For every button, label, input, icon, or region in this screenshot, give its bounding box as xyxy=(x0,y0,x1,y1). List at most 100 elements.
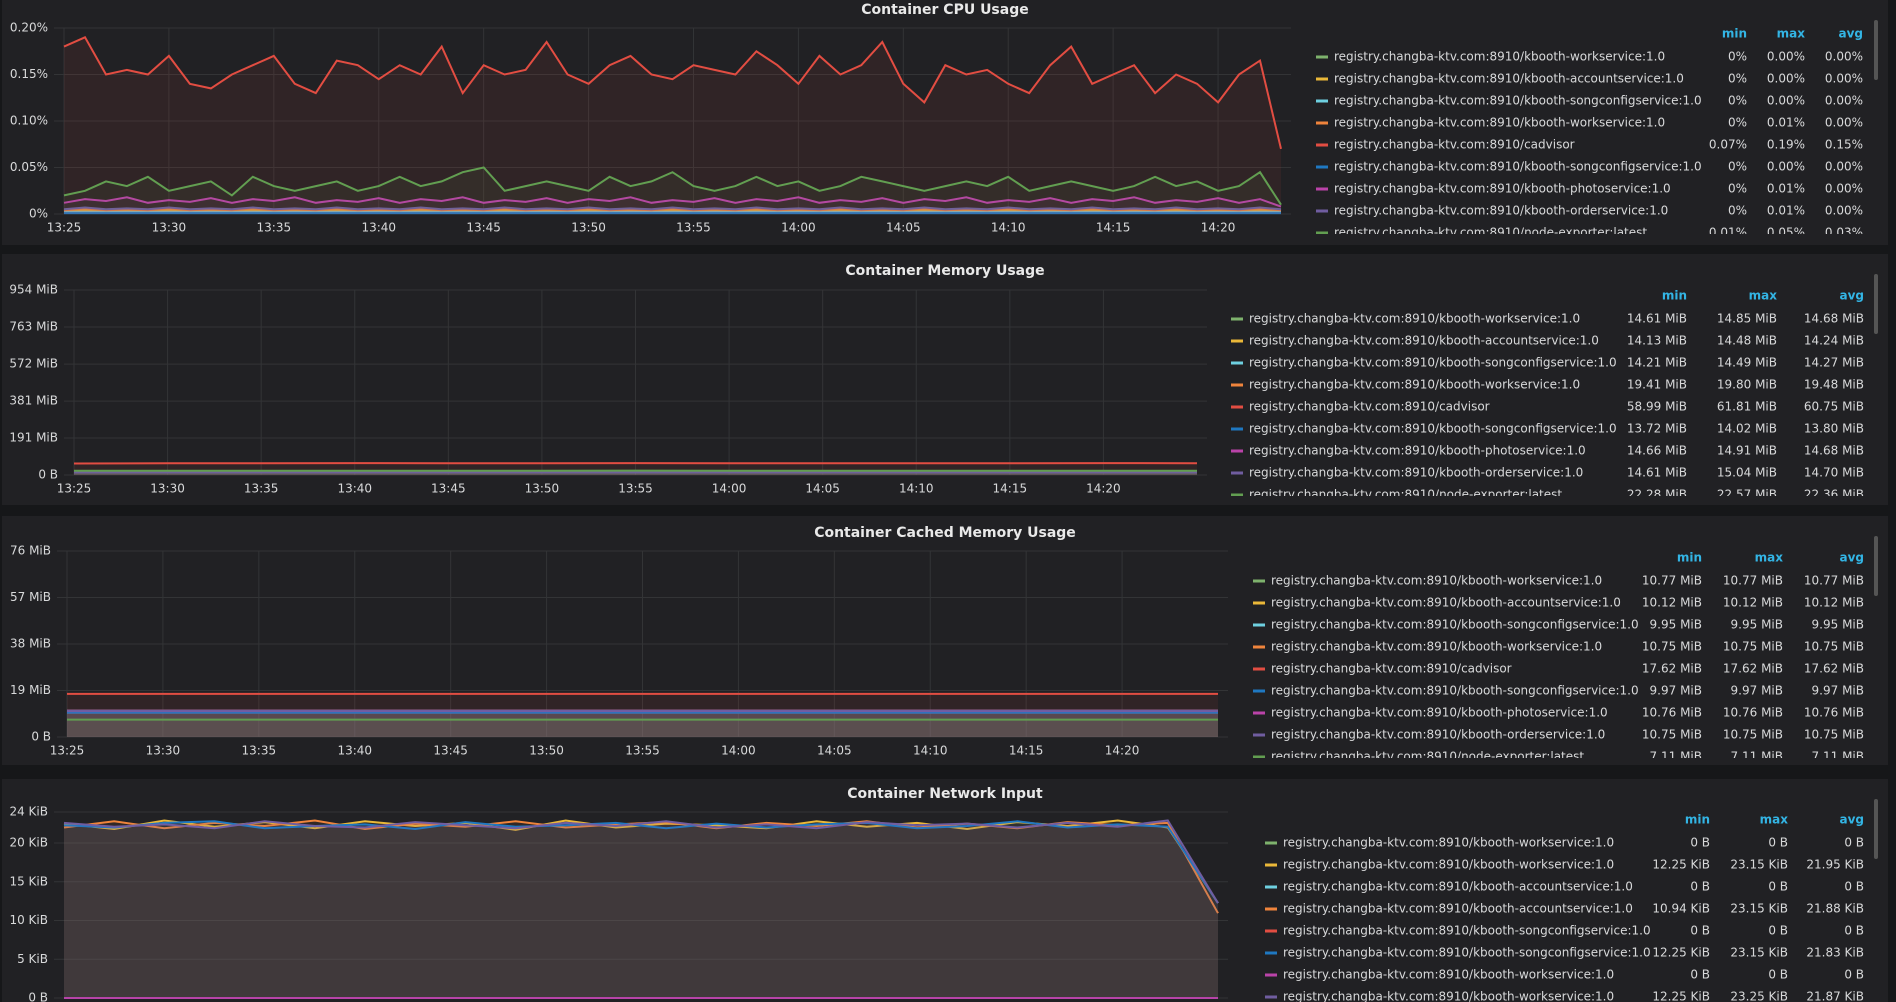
legend-value: 9.95 MiB xyxy=(1812,618,1864,632)
x-tick-label: 13:45 xyxy=(433,744,468,758)
legend-value: 10.75 MiB xyxy=(1642,728,1702,742)
legend-label[interactable]: registry.changba-ktv.com:8910/cadvisor xyxy=(1334,138,1575,152)
legend-header: max xyxy=(1777,27,1806,41)
panel-background xyxy=(2,779,1888,1002)
legend-label[interactable]: registry.changba-ktv.com:8910/kbooth-acc… xyxy=(1283,880,1633,894)
legend-value: 14.13 MiB xyxy=(1627,334,1687,348)
legend-label[interactable]: registry.changba-ktv.com:8910/kbooth-pho… xyxy=(1271,706,1608,720)
legend-value: 0 B xyxy=(1768,880,1788,894)
legend-label[interactable]: registry.changba-ktv.com:8910/cadvisor xyxy=(1249,400,1490,414)
x-tick-label: 13:40 xyxy=(337,482,372,496)
legend-header: max xyxy=(1749,289,1778,303)
legend-label[interactable]: registry.changba-ktv.com:8910/kbooth-son… xyxy=(1271,684,1639,698)
legend-label[interactable]: registry.changba-ktv.com:8910/kbooth-son… xyxy=(1283,924,1651,938)
y-tick-label: 20 KiB xyxy=(9,836,48,850)
legend-label[interactable]: registry.changba-ktv.com:8910/kbooth-son… xyxy=(1334,94,1702,108)
series-area xyxy=(67,710,1218,737)
panel: Container Cached Memory Usage 0 B 19 MiB 38… xyxy=(2,516,1888,765)
legend-label[interactable]: registry.changba-ktv.com:8910/node-expor… xyxy=(1249,488,1562,502)
legend-value: 0.01% xyxy=(1767,182,1805,196)
legend-value: 0.00% xyxy=(1825,94,1863,108)
legend-label[interactable]: registry.changba-ktv.com:8910/kbooth-acc… xyxy=(1249,334,1599,348)
legend-label[interactable]: registry.changba-ktv.com:8910/cadvisor xyxy=(1271,662,1512,676)
x-tick-label: 13:25 xyxy=(50,744,85,758)
series-area xyxy=(64,821,1218,998)
legend-header: min xyxy=(1685,813,1710,827)
legend-value: 0.01% xyxy=(1709,226,1747,240)
legend-label[interactable]: registry.changba-ktv.com:8910/kbooth-wor… xyxy=(1271,574,1602,588)
legend-label[interactable]: registry.changba-ktv.com:8910/kbooth-pho… xyxy=(1334,182,1671,196)
scrollbar xyxy=(1874,20,1878,80)
x-tick-label: 14:10 xyxy=(991,221,1026,235)
legend-value: 0 B xyxy=(1690,880,1710,894)
x-tick-label: 13:55 xyxy=(676,221,711,235)
series-area xyxy=(67,712,1218,737)
legend: min max avg registry.changba-ktv.com:8910/k… xyxy=(1265,813,1864,1002)
series-area xyxy=(64,820,1218,998)
y-tick-label: 0.10% xyxy=(10,114,48,128)
y-tick-label: 0.20% xyxy=(10,21,48,35)
legend-value: 9.95 MiB xyxy=(1731,618,1783,632)
legend-label[interactable]: registry.changba-ktv.com:8910/kbooth-wor… xyxy=(1271,640,1602,654)
legend-label[interactable]: registry.changba-ktv.com:8910/kbooth-son… xyxy=(1271,618,1639,632)
legend-value: 14.85 MiB xyxy=(1717,312,1777,326)
y-tick-label: 0.05% xyxy=(10,160,48,174)
legend-header: max xyxy=(1760,813,1789,827)
series-line xyxy=(63,206,1282,211)
legend-value: 14.02 MiB xyxy=(1717,422,1777,436)
legend-label[interactable]: registry.changba-ktv.com:8910/node-expor… xyxy=(1271,750,1584,764)
legend-label[interactable]: registry.changba-ktv.com:8910/kbooth-ord… xyxy=(1271,728,1605,742)
legend: min max avg registry.changba-ktv.com:8910/k… xyxy=(1253,551,1864,764)
legend-value: 22.57 MiB xyxy=(1717,488,1777,502)
legend-value: 0 B xyxy=(1844,968,1864,982)
y-tick-label: 954 MiB xyxy=(9,283,58,297)
series-line xyxy=(63,209,1282,213)
legend-label[interactable]: registry.changba-ktv.com:8910/node-expor… xyxy=(1334,226,1647,240)
series-area xyxy=(67,719,1218,737)
y-tick-label: 0.15% xyxy=(10,67,48,81)
legend-value: 14.27 MiB xyxy=(1804,356,1864,370)
legend-label[interactable]: registry.changba-ktv.com:8910/kbooth-son… xyxy=(1249,422,1617,436)
x-tick-label: 14:05 xyxy=(805,482,840,496)
x-tick-label: 14:20 xyxy=(1105,744,1140,758)
legend-value: 0 B xyxy=(1768,968,1788,982)
legend-value: 0 B xyxy=(1844,836,1864,850)
legend-value: 0.05% xyxy=(1767,226,1805,240)
legend-label[interactable]: registry.changba-ktv.com:8910/kbooth-ord… xyxy=(1249,466,1583,480)
legend-label[interactable]: registry.changba-ktv.com:8910/kbooth-ord… xyxy=(1334,204,1668,218)
legend-value: 0.00% xyxy=(1767,50,1805,64)
x-tick-label: 13:50 xyxy=(571,221,606,235)
legend-label[interactable]: registry.changba-ktv.com:8910/kbooth-pho… xyxy=(1249,444,1586,458)
legend-value: 10.75 MiB xyxy=(1723,728,1783,742)
x-tick-label: 14:00 xyxy=(781,221,816,235)
series-line xyxy=(63,820,1219,904)
legend-label[interactable]: registry.changba-ktv.com:8910/kbooth-acc… xyxy=(1271,596,1621,610)
series-area xyxy=(67,710,1218,737)
legend-label[interactable]: registry.changba-ktv.com:8910/kbooth-son… xyxy=(1249,356,1617,370)
legend-label[interactable]: registry.changba-ktv.com:8910/kbooth-wor… xyxy=(1334,116,1665,130)
legend-label[interactable]: registry.changba-ktv.com:8910/kbooth-acc… xyxy=(1334,72,1684,86)
legend-label[interactable]: registry.changba-ktv.com:8910/kbooth-wor… xyxy=(1283,858,1614,872)
legend-label[interactable]: registry.changba-ktv.com:8910/kbooth-wor… xyxy=(1283,836,1614,850)
legend-value: 0 B xyxy=(1844,880,1864,894)
legend-label[interactable]: registry.changba-ktv.com:8910/kbooth-son… xyxy=(1334,160,1702,174)
legend: min max avg registry.changba-ktv.com:8910/k… xyxy=(1316,27,1863,240)
legend-label[interactable]: registry.changba-ktv.com:8910/kbooth-wor… xyxy=(1249,312,1580,326)
legend-label[interactable]: registry.changba-ktv.com:8910/kbooth-acc… xyxy=(1283,902,1633,916)
legend-value: 21.87 KiB xyxy=(1806,990,1864,1002)
x-tick-label: 13:30 xyxy=(152,221,187,235)
legend-value: 0.00% xyxy=(1825,204,1863,218)
legend-value: 19.48 MiB xyxy=(1804,378,1864,392)
legend-label[interactable]: registry.changba-ktv.com:8910/kbooth-wor… xyxy=(1334,50,1665,64)
legend-value: 14.61 MiB xyxy=(1627,466,1687,480)
legend-label[interactable]: registry.changba-ktv.com:8910/kbooth-son… xyxy=(1283,946,1651,960)
x-tick-label: 13:40 xyxy=(337,744,372,758)
legend-value: 14.91 MiB xyxy=(1717,444,1777,458)
legend-value: 0% xyxy=(1728,204,1747,218)
legend-label[interactable]: registry.changba-ktv.com:8910/kbooth-wor… xyxy=(1283,990,1614,1002)
legend-label[interactable]: registry.changba-ktv.com:8910/kbooth-wor… xyxy=(1249,378,1580,392)
x-tick-label: 14:05 xyxy=(886,221,921,235)
legend-label[interactable]: registry.changba-ktv.com:8910/kbooth-wor… xyxy=(1283,968,1614,982)
x-tick-label: 14:00 xyxy=(712,482,747,496)
x-tick-label: 14:20 xyxy=(1201,221,1236,235)
